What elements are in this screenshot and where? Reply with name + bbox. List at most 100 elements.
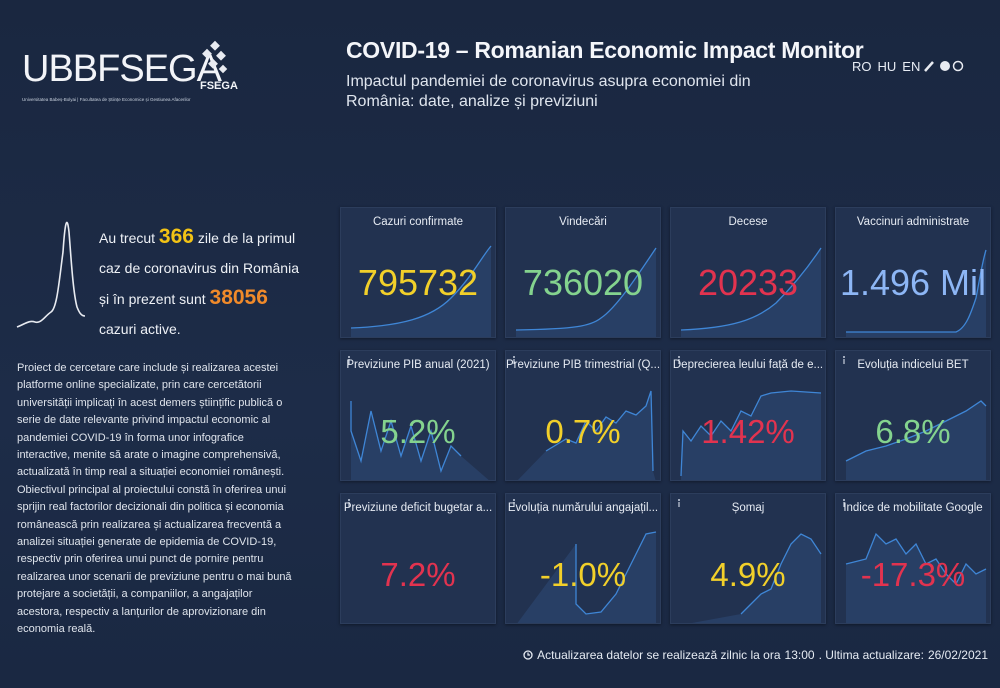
card-sparkline bbox=[845, 400, 987, 480]
card-sparkline bbox=[691, 533, 822, 623]
stat-card[interactable]: Deprecierea leului față de e... 1.42% bbox=[670, 350, 826, 481]
logo-icon bbox=[202, 40, 228, 74]
card-title: Evoluția numărului angajațil... bbox=[507, 502, 659, 514]
card-value: 7.2% bbox=[380, 556, 456, 593]
project-description: Proiect de cercetare care include și rea… bbox=[17, 362, 292, 636]
info-icon[interactable] bbox=[511, 355, 517, 365]
sparkline bbox=[680, 390, 822, 477]
stat-card[interactable]: Evoluția numărului angajațil... -1.0% bbox=[505, 493, 661, 624]
language-option[interactable]: HU bbox=[877, 59, 897, 74]
card-sparkline bbox=[846, 249, 987, 337]
card-value: 0.7% bbox=[545, 413, 621, 450]
sparkline bbox=[350, 401, 462, 474]
sparkline-area bbox=[846, 534, 986, 623]
card-title: Vindecări bbox=[559, 216, 607, 228]
info-icon[interactable] bbox=[676, 498, 682, 508]
card-sparkline bbox=[845, 532, 987, 623]
intro-text-part: zile de la primul caz de coronavirus din… bbox=[99, 230, 299, 307]
stat-card[interactable]: Indice de mobilitate Google -17.3% bbox=[835, 493, 991, 624]
stat-card[interactable]: Previziune PIB anual (2021) 5.2% bbox=[340, 350, 496, 481]
sparkline-area bbox=[351, 401, 489, 480]
card-title: Previziune PIB trimestrial (Q... bbox=[506, 359, 661, 371]
page-subtitle: Impactul pandemiei de coronavirus asupra… bbox=[346, 73, 751, 110]
theme-switch[interactable] bbox=[922, 58, 966, 74]
info-icon[interactable] bbox=[346, 498, 352, 508]
card-value: 6.8% bbox=[875, 413, 951, 450]
language-option[interactable]: RO bbox=[852, 59, 872, 74]
sparkline-area bbox=[691, 534, 821, 623]
card-value: 1.496 Mil bbox=[839, 262, 987, 303]
update-date: 26/02/2021 bbox=[927, 648, 988, 662]
sparkline bbox=[740, 533, 822, 615]
update-note: Actualizarea datelor se realizează zilni… bbox=[523, 648, 988, 662]
logo-badge: FSEGA bbox=[200, 80, 238, 92]
stat-card[interactable]: Cazuri confirmate 795732 bbox=[340, 207, 496, 338]
info-icon[interactable] bbox=[511, 498, 517, 508]
card-title: Indice de mobilitate Google bbox=[843, 502, 983, 514]
info-dot bbox=[678, 499, 680, 501]
logo-subtitle: Universitatea Babeș-Bolyai | Facultatea … bbox=[22, 97, 191, 102]
intro-text-part: cazuri active. bbox=[99, 321, 181, 337]
page-title: COVID-19 – Romanian Economic Impact Moni… bbox=[346, 37, 864, 63]
days-count: 366 bbox=[158, 225, 194, 248]
info-dot bbox=[678, 356, 680, 358]
sparkline-area bbox=[846, 250, 986, 337]
intro-text: Au trecut 366 zile de la primul caz de c… bbox=[99, 222, 304, 344]
stat-card[interactable]: Decese 20233 bbox=[670, 207, 826, 338]
sparkline bbox=[575, 531, 657, 615]
card-sparkline bbox=[680, 247, 822, 337]
sparkline-area bbox=[517, 391, 656, 480]
info-icon[interactable] bbox=[841, 355, 847, 365]
card-title: Previziune PIB anual (2021) bbox=[346, 359, 490, 371]
stat-card[interactable]: Șomaj 4.9% bbox=[670, 493, 826, 624]
sparkline bbox=[680, 247, 822, 331]
card-value: 1.42% bbox=[701, 413, 795, 450]
card-value: 20233 bbox=[697, 262, 799, 303]
card-title: Decese bbox=[728, 216, 768, 228]
language-switch: RO HU EN bbox=[852, 59, 920, 74]
card-sparkline bbox=[517, 531, 657, 623]
card-value: -1.0% bbox=[539, 556, 627, 593]
card-title: Previziune deficit bugetar a... bbox=[343, 502, 493, 514]
update-hour: 13:00 bbox=[784, 648, 815, 662]
card-sparkline bbox=[680, 390, 822, 480]
stat-card[interactable]: Evoluția indicelui BET 6.8% bbox=[835, 350, 991, 481]
card-value: -17.3% bbox=[860, 556, 966, 593]
info-icon[interactable] bbox=[346, 355, 352, 365]
card-value: 4.9% bbox=[710, 556, 786, 593]
sparkline bbox=[515, 247, 657, 331]
sparkline bbox=[845, 532, 987, 586]
info-dot bbox=[513, 356, 515, 358]
sparkline-area bbox=[681, 248, 821, 337]
info-icon[interactable] bbox=[676, 355, 682, 365]
card-sparkline bbox=[517, 390, 656, 480]
stat-card[interactable]: Previziune PIB trimestrial (Q... 0.7% bbox=[505, 350, 661, 481]
stat-card[interactable]: Vindecări 736020 bbox=[505, 207, 661, 338]
update-text: Actualizarea datelor se realizează zilni… bbox=[537, 648, 781, 662]
card-value: 5.2% bbox=[380, 413, 456, 450]
info-icon[interactable] bbox=[841, 498, 847, 508]
sparkline bbox=[845, 400, 987, 462]
sparkline bbox=[545, 390, 654, 472]
card-value: 795732 bbox=[357, 262, 479, 303]
language-option[interactable]: EN bbox=[902, 59, 921, 74]
sparkline-area bbox=[516, 248, 656, 337]
card-title: Evoluția indicelui BET bbox=[857, 359, 969, 371]
logo-text: UBBFSEGA bbox=[22, 48, 222, 90]
stat-card[interactable]: Previziune deficit bugetar a... 7.2% bbox=[340, 493, 496, 624]
card-sparkline bbox=[350, 245, 492, 337]
info-dot bbox=[513, 499, 515, 501]
intro-text-part: Au trecut bbox=[99, 230, 156, 246]
card-title: Șomaj bbox=[731, 502, 765, 514]
sparkline-area bbox=[846, 401, 986, 480]
sparkline-area bbox=[351, 246, 491, 337]
info-dot bbox=[348, 356, 350, 358]
stat-card[interactable]: Vaccinuri administrate 1.496 Mil bbox=[835, 207, 991, 338]
info-dot bbox=[843, 499, 845, 501]
cases-sparkline bbox=[16, 221, 85, 328]
update-text: . Ultima actualizare: bbox=[818, 648, 924, 662]
card-title: Cazuri confirmate bbox=[372, 216, 464, 228]
info-dot bbox=[348, 499, 350, 501]
info-dot bbox=[843, 356, 845, 358]
